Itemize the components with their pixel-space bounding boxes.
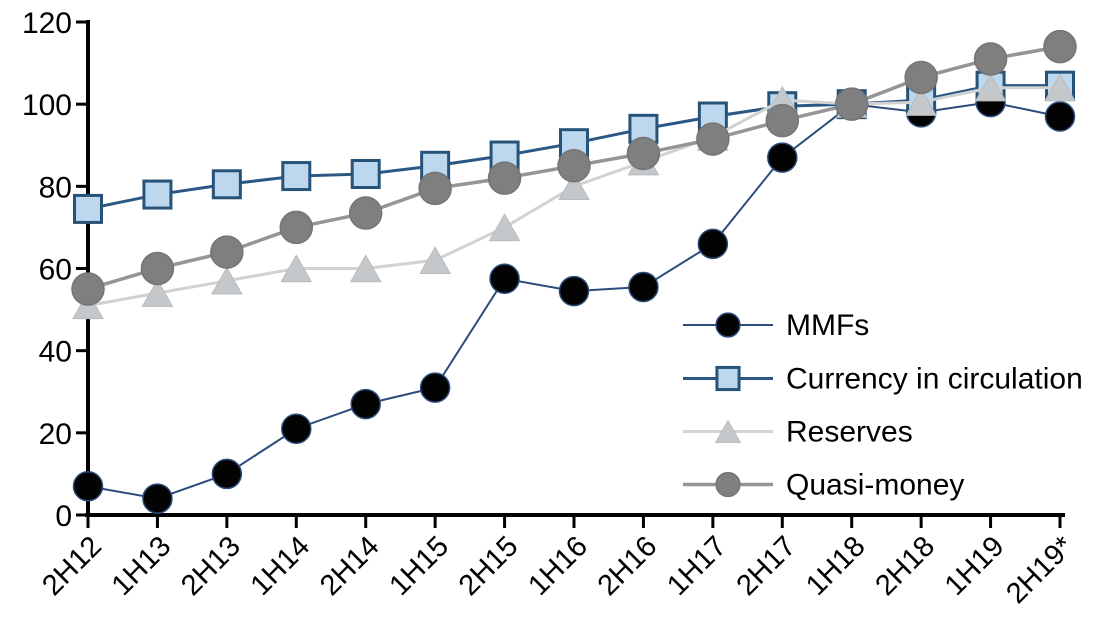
data-point-currency-in-circulation <box>350 159 381 190</box>
data-point-mmfs <box>558 275 590 307</box>
y-axis-tick-label: 100 <box>22 89 72 122</box>
data-point-quasi-money <box>1043 29 1077 64</box>
data-point-quasi-money <box>487 161 522 195</box>
legend-marker-reserves <box>714 419 742 443</box>
y-axis-tick-label: 0 <box>55 500 72 533</box>
x-axis-tick-label: 1H19 <box>939 530 1011 602</box>
data-point-currency-in-circulation <box>211 169 242 200</box>
data-point-mmfs <box>211 458 243 490</box>
x-axis-tick-label: 1H17 <box>661 530 733 602</box>
data-point-quasi-money <box>418 171 452 206</box>
legend-label-mmfs: MMFs <box>786 309 869 342</box>
data-point-mmfs <box>142 483 173 514</box>
data-point-quasi-money <box>626 136 661 171</box>
x-axis-tick-label: 2H17 <box>731 530 803 602</box>
legend-label-reserves: Reserves <box>786 416 913 449</box>
data-point-quasi-money <box>904 60 938 95</box>
data-point-quasi-money <box>696 122 730 156</box>
data-point-mmfs <box>697 228 729 260</box>
data-point-quasi-money <box>973 42 1008 76</box>
x-axis-tick-label: 1H13 <box>106 530 178 602</box>
data-point-reserves <box>280 254 313 283</box>
legend-marker-currency-in-circulation <box>715 365 741 392</box>
data-point-reserves <box>349 254 382 283</box>
data-point-mmfs <box>281 413 312 444</box>
data-point-reserves <box>419 246 452 274</box>
data-point-quasi-money <box>765 103 800 138</box>
data-point-currency-in-circulation <box>73 193 103 224</box>
data-point-currency-in-circulation <box>142 179 173 210</box>
y-axis-tick-label: 40 <box>39 336 72 369</box>
x-axis-tick-label: 2H18 <box>869 530 941 602</box>
data-point-mmfs <box>419 372 451 403</box>
x-axis-tick-label: 1H14 <box>245 530 317 602</box>
data-point-quasi-money <box>71 272 105 306</box>
legend-marker-mmfs <box>715 312 741 338</box>
y-axis-tick-label: 120 <box>22 7 72 40</box>
x-axis-tick-label: 1H15 <box>383 530 455 602</box>
data-point-quasi-money <box>279 210 314 245</box>
data-point-mmfs <box>628 271 659 303</box>
y-axis-tick-label: 60 <box>39 254 72 287</box>
x-axis-tick-label: 2H16 <box>592 530 664 602</box>
x-axis-tick-label: 1H16 <box>522 530 594 602</box>
legend-marker-quasi-money <box>715 471 741 498</box>
x-axis-tick-label: 2H19* <box>1000 530 1080 610</box>
x-axis-tick-label: 2H15 <box>453 530 525 602</box>
x-axis-tick-label: 2H12 <box>36 530 108 602</box>
y-axis-tick-label: 80 <box>39 171 72 204</box>
data-point-quasi-money <box>348 196 383 230</box>
data-point-mmfs <box>489 263 520 295</box>
data-point-mmfs <box>350 388 381 420</box>
data-point-currency-in-circulation <box>281 161 312 192</box>
data-point-quasi-money <box>557 149 591 183</box>
legend-label-currency-in-circulation: Currency in circulation <box>786 363 1083 396</box>
x-axis-tick-label: 2H13 <box>175 530 247 602</box>
data-point-reserves <box>1044 73 1076 102</box>
data-point-mmfs <box>767 142 798 173</box>
data-point-reserves <box>488 213 521 242</box>
data-point-quasi-money <box>140 251 175 286</box>
data-point-reserves <box>558 172 590 201</box>
x-axis-tick-label: 2H14 <box>314 530 386 602</box>
data-point-reserves <box>210 266 243 295</box>
data-point-reserves <box>141 278 174 307</box>
data-point-reserves <box>905 87 938 116</box>
data-point-quasi-money <box>210 235 244 269</box>
y-axis-tick-label: 20 <box>39 418 72 451</box>
data-point-mmfs <box>72 470 104 502</box>
data-point-mmfs <box>1044 101 1076 132</box>
data-point-reserves <box>974 73 1007 102</box>
x-axis-tick-label: 1H18 <box>800 530 872 602</box>
data-point-quasi-money <box>834 87 869 121</box>
legend-label-quasi-money: Quasi-money <box>786 469 964 502</box>
